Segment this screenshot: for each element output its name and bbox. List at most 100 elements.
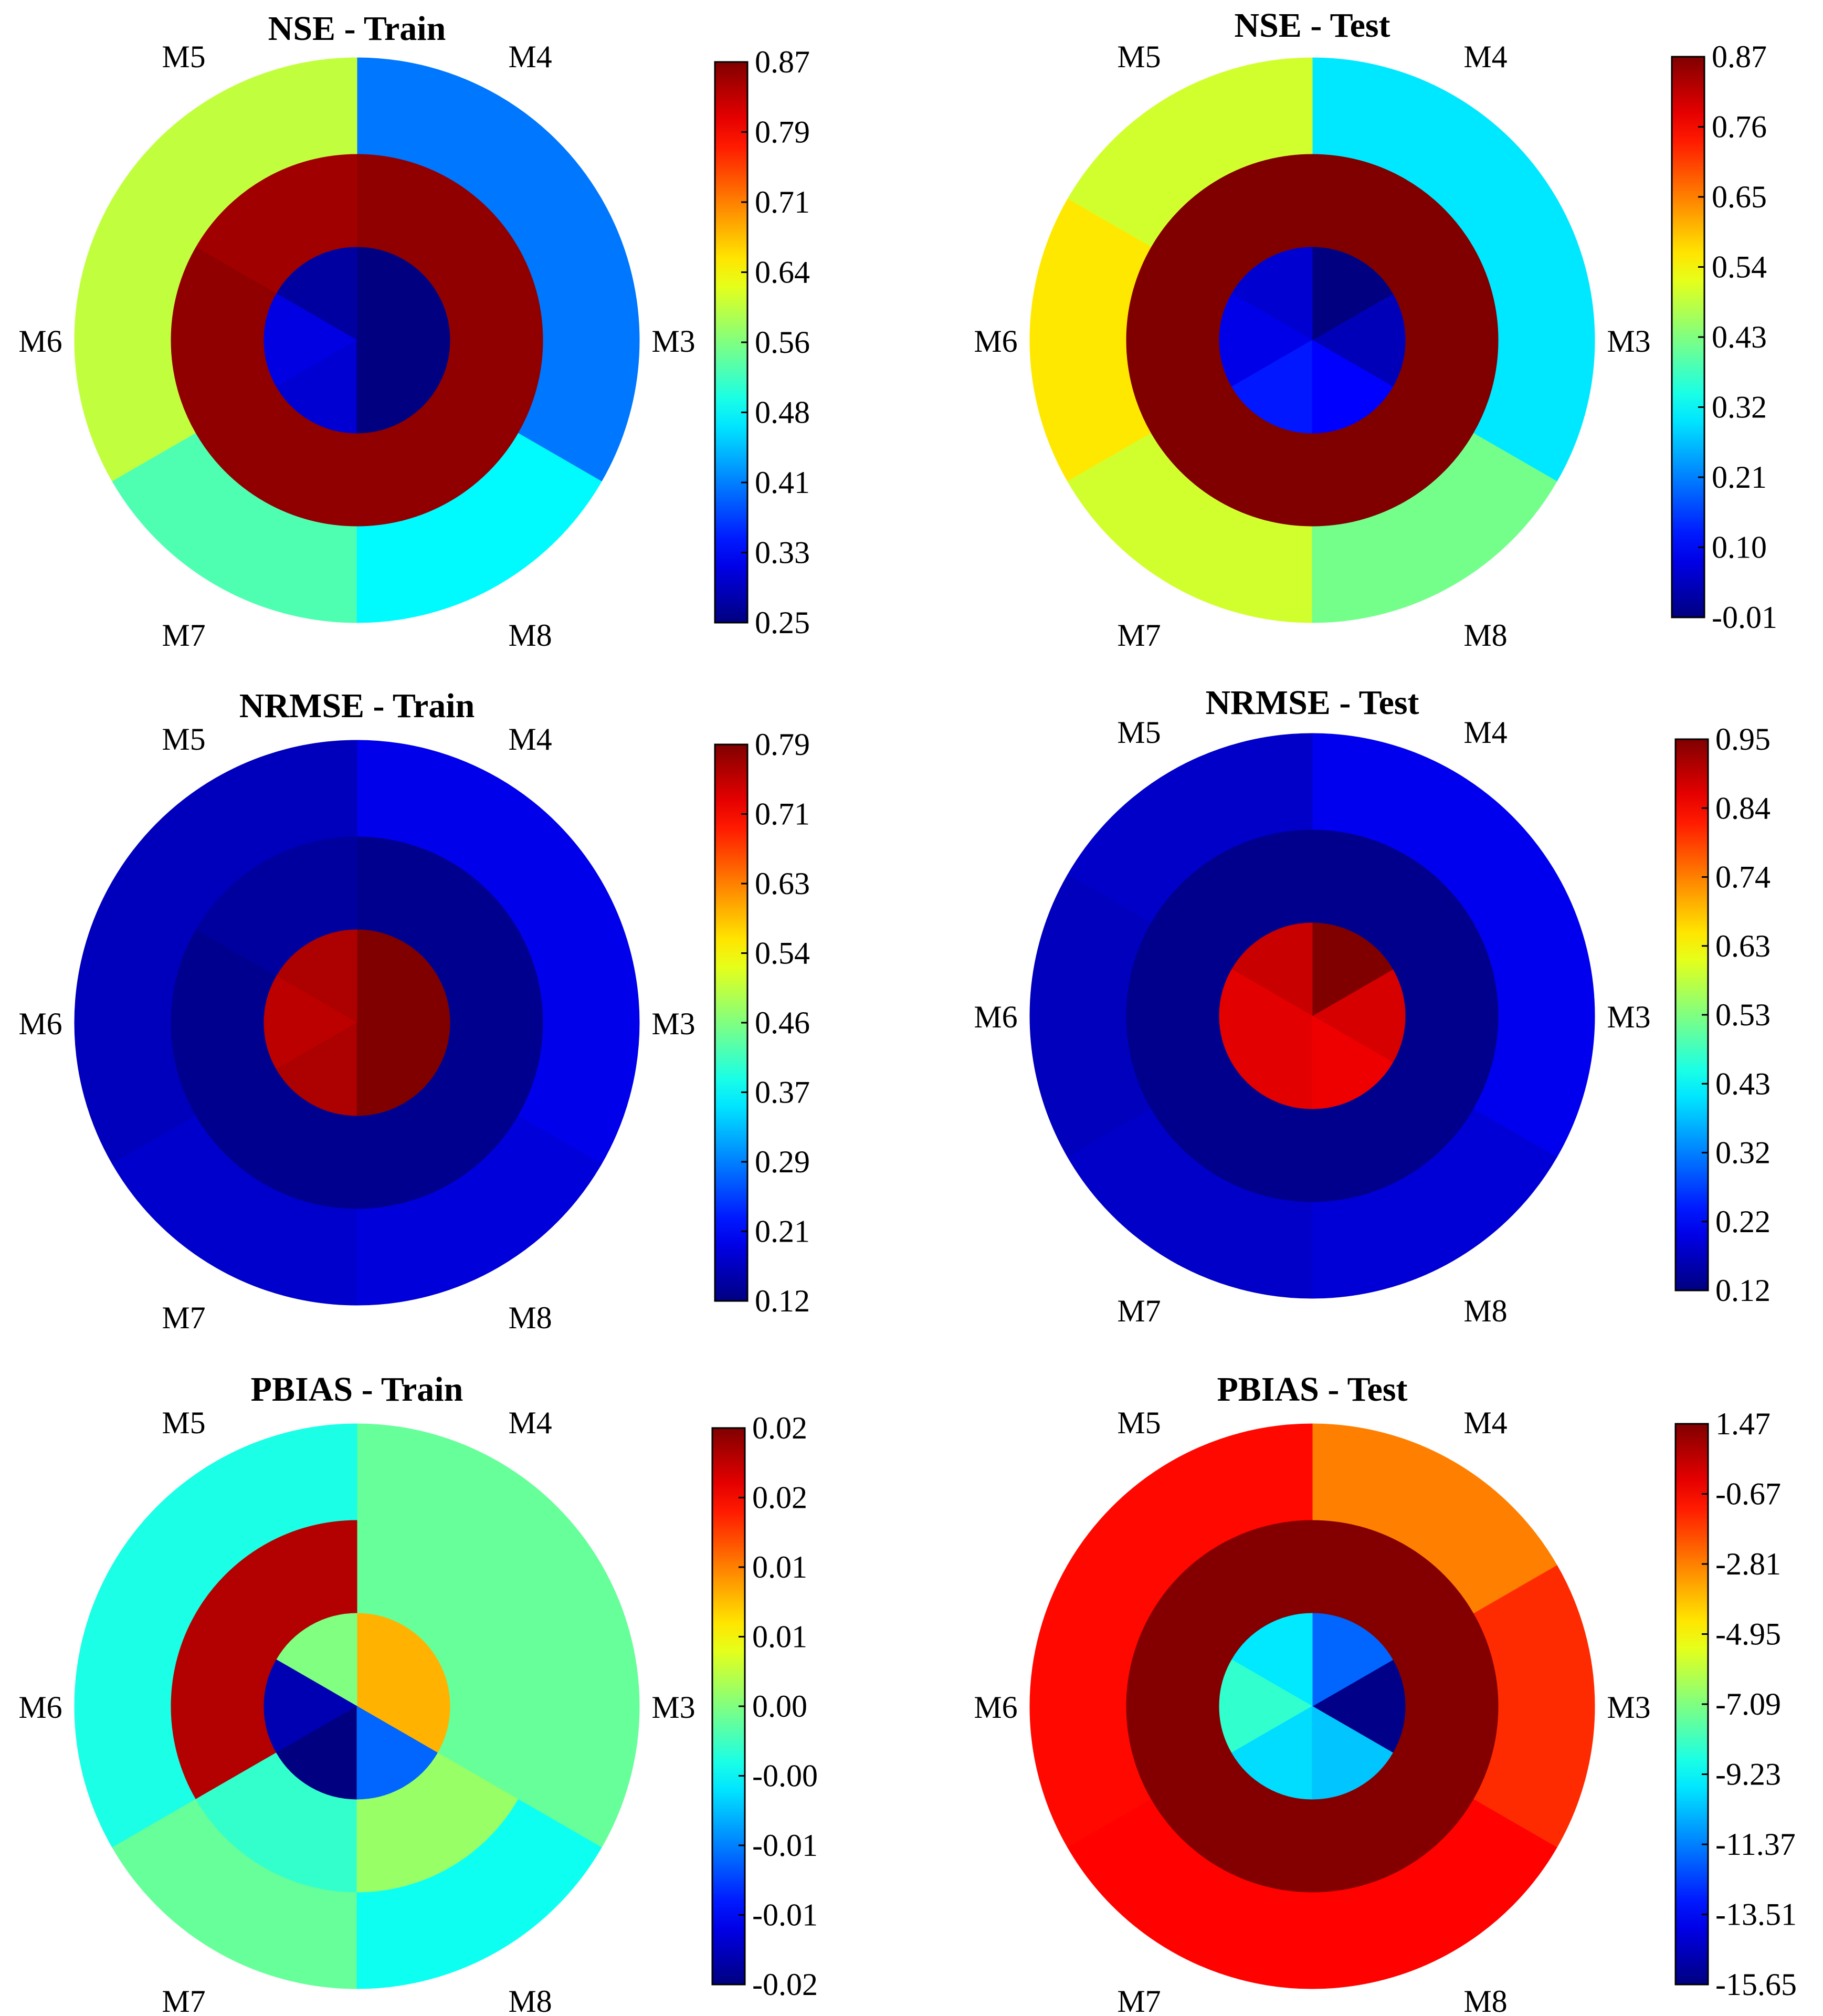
colorbar-tick-label: -0.02 [752,1967,818,2002]
sector-label-M3: M3 [1607,1690,1650,1725]
colorbar-tick-label: 0.21 [1712,460,1767,495]
sector-label-M7: M7 [1117,618,1161,653]
sector-outer-M4 [1312,57,1557,248]
sector-label-M3: M3 [1607,324,1650,359]
sector-label-M8: M8 [1463,618,1507,653]
sector-outer-M8 [1312,1799,1557,1989]
sector-outer-M6 [1029,1564,1152,1848]
panel-title: NSE - Test [1234,6,1390,45]
panel-title: PBIAS - Train [251,1370,463,1409]
colorbar-tick-label: 0.54 [755,936,810,971]
colorbar-tick-label: -11.37 [1715,1827,1796,1862]
sector-outer-M3 [518,881,640,1164]
colorbar-tick-label: 0.54 [1712,250,1767,285]
sector-label-M4: M4 [1463,1405,1507,1440]
colorbar-tick-label: -0.01 [752,1898,818,1933]
panel-1: NSE - Train M3 M4 M5 M6 M7 M8 0.87 0.79 0.71 0.64 0… [18,9,810,653]
sector-label-M8: M8 [508,1300,552,1335]
sector-outer-M3 [518,1564,640,1848]
sector-outer-M8 [1312,433,1557,623]
panel-2: NSE - Test M3 M4 M5 M6 M7 M8 0.87 0.76 0.65 0.54 0.… [974,6,1777,653]
colorbar-tick-label: 0.29 [755,1144,810,1179]
colorbar-tick-label: 0.79 [755,115,810,150]
colorbar-tick-label: 0.01 [752,1550,807,1584]
sector-outer-M6 [1029,874,1152,1158]
sector-label-M5: M5 [162,722,205,757]
sector-label-M5: M5 [1117,715,1161,750]
sector-label-M4: M4 [508,722,552,757]
colorbar-tick-label: 0.46 [755,1005,810,1040]
sector-outer-M7 [1067,433,1313,623]
sector-label-M7: M7 [162,1984,205,2016]
colorbar-tick-label: 0.79 [755,727,810,762]
colorbar-tick-label: 0.02 [752,1480,807,1515]
colorbar-tick-label: 0.71 [755,797,810,832]
sector-label-M6: M6 [974,1690,1017,1725]
colorbar-tick-label: -7.09 [1715,1687,1781,1721]
colorbar-tick-label: 0.25 [755,605,810,640]
colorbar-tick-label: 0.63 [1715,929,1771,963]
sector-label-M5: M5 [1117,1405,1161,1440]
colorbar-tick-label: 0.12 [1715,1273,1771,1308]
colorbar-tick-label: -0.67 [1715,1477,1781,1511]
colorbar-tick-label: 0.95 [1715,722,1771,757]
sector-outer-M5 [112,57,357,248]
colorbar-tick-label: 0.37 [755,1075,810,1110]
colorbar-tick-label: 0.22 [1715,1204,1771,1239]
sector-label-M7: M7 [162,618,205,653]
sector-outer-M3 [1473,874,1595,1158]
colorbar-tick-label: 0.21 [755,1214,810,1249]
colorbar-tick-label: 0.56 [755,325,810,360]
sector-label-M5: M5 [1117,39,1161,74]
panel-title: PBIAS - Test [1217,1370,1407,1409]
sector-label-M6: M6 [974,324,1017,359]
colorbar-tick-label: 0.12 [755,1284,810,1318]
colorbar-tick-label: 0.71 [755,185,810,219]
sector-label-M6: M6 [18,1006,62,1041]
colorbar-tick-label: -15.65 [1715,1967,1797,2002]
colorbar-tick-label: -0.00 [752,1759,818,1793]
colorbar-tick-label: 0.02 [752,1411,807,1445]
sector-outer-M6 [1029,198,1152,482]
sector-outer-M5 [1067,57,1313,248]
colorbar-tick-label: -0.01 [752,1828,818,1863]
panel-5: PBIAS - Train M3 M4 M5 M6 M7 M8 0.02 0.02 0.01 0.0… [18,1370,818,2016]
panel-title: NRMSE - Test [1205,684,1419,722]
colorbar-tick-label: 0.43 [1715,1066,1771,1101]
colorbar-tick-label: -4.95 [1715,1617,1781,1652]
sector-label-M3: M3 [651,1006,695,1041]
panel-6: PBIAS - Test M3 M4 M5 M6 M7 M8 1.47 -0.67 -2.81 -4… [974,1370,1797,2016]
sector-label-M6: M6 [18,1690,62,1725]
sector-label-M6: M6 [18,324,62,359]
colorbar-tick-label: 0.32 [1715,1136,1771,1170]
colorbar-tick-label: 0.41 [755,465,810,500]
panel-4: NRMSE - Test M3 M4 M5 M6 M7 M8 0.95 0.84 0.74 0.63… [974,684,1771,1328]
sector-label-M5: M5 [162,39,205,74]
colorbar-tick-label: -2.81 [1715,1547,1781,1581]
sector-outer-M8 [1312,1108,1557,1299]
sector-label-M8: M8 [508,1984,552,2016]
sector-label-M6: M6 [974,1000,1017,1034]
sector-outer-M6 [74,1564,196,1848]
sector-label-M3: M3 [1607,1000,1650,1034]
colorbar-tick-label: -13.51 [1715,1897,1797,1932]
sector-outer-M3 [1473,1564,1595,1848]
colorbar-tick-label: 0.33 [755,536,810,570]
sector-label-M3: M3 [651,1690,695,1725]
colorbar-tick-label: 0.32 [1712,390,1767,425]
sector-label-M8: M8 [508,618,552,653]
panel-title: NRMSE - Train [239,687,475,725]
colorbar-tick-label: 0.64 [755,255,810,290]
sector-outer-M7 [112,1115,357,1306]
colorbar-tick-label: 1.47 [1715,1406,1771,1441]
colorbar-tick-label: 0.53 [1715,998,1771,1032]
sector-label-M7: M7 [162,1300,205,1335]
sector-label-M8: M8 [1463,1294,1507,1328]
sector-outer-M6 [74,198,196,482]
colorbar-tick-label: -9.23 [1715,1757,1781,1792]
sector-outer-M4 [1312,1423,1557,1614]
sector-label-M4: M4 [508,1405,552,1440]
panel-3: NRMSE - Train M3 M4 M5 M6 M7 M8 0.79 0.71 0.63 0.5… [18,687,810,1335]
colorbar-tick-label: 0.87 [1712,39,1767,74]
